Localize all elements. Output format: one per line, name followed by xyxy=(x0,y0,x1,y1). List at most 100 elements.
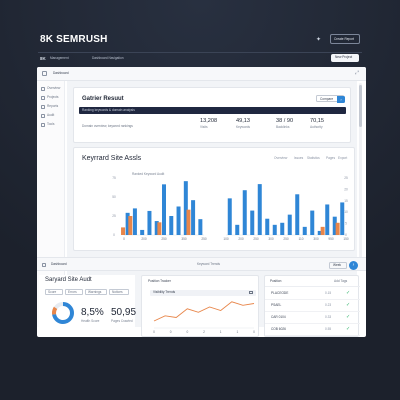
list-item-key: PSAEL xyxy=(271,303,282,307)
chip-warnings[interactable]: Warnings xyxy=(85,289,107,295)
chart-bar xyxy=(162,184,166,235)
y-tick-label: 0 xyxy=(345,233,347,237)
trend-x-tick: 1 xyxy=(236,330,238,334)
chart-bar xyxy=(317,230,322,235)
trend-title: Position Tracker xyxy=(148,279,171,283)
sidebar-item-label: Tools xyxy=(47,122,55,127)
trend-line-chart: 0 0 0 2 1 1 0 xyxy=(153,301,255,334)
tab-pages[interactable]: Pages xyxy=(326,156,336,160)
toolbar-label: Dashboard xyxy=(51,262,67,266)
arrow-right-icon[interactable]: › xyxy=(349,260,358,270)
sidebar-item-label: Projects xyxy=(47,95,59,100)
list-item-meta: 0.55 xyxy=(325,327,332,331)
chart-bar xyxy=(295,194,300,235)
list-item[interactable]: PSAEL 0.23 ✓ xyxy=(265,300,360,312)
expand-icon[interactable]: ⤢ xyxy=(355,70,360,76)
list-item[interactable]: CAR 0104 0.33 ✓ xyxy=(265,312,360,324)
y-tick-label: 5 xyxy=(345,222,347,226)
check-icon: ✓ xyxy=(346,290,351,296)
trend-selector[interactable]: Visibility Trends xyxy=(150,290,256,296)
new-project-button[interactable]: New Project xyxy=(331,54,359,62)
subnav-logo[interactable]: 8K xyxy=(40,56,46,61)
trend-x-tick: 0 xyxy=(253,330,255,334)
chart-bar xyxy=(242,190,247,235)
chart-bar xyxy=(132,208,137,235)
new-project-label: New Project xyxy=(335,55,353,60)
chart-bar xyxy=(280,222,285,235)
health-donut-chart xyxy=(52,302,74,324)
chart-bar-secondary xyxy=(121,227,126,235)
chip-label: Errors xyxy=(68,290,77,295)
chart-bar-secondary xyxy=(157,222,162,235)
tools-icon xyxy=(41,123,45,127)
tab-issues[interactable]: Issues xyxy=(294,156,304,160)
chart-bar-secondary xyxy=(128,216,133,235)
tab-overview[interactable]: Overview xyxy=(274,156,288,160)
compare-label: Compare xyxy=(320,96,334,101)
overview-icon xyxy=(41,87,45,91)
chart-bar-secondary xyxy=(335,222,340,235)
tool-icon[interactable]: ✦ xyxy=(316,37,322,43)
y-tick-label: 50 xyxy=(112,195,116,199)
scrollbar-track[interactable] xyxy=(359,83,362,263)
window-titlebar: Dashboard ⤢ xyxy=(37,67,366,81)
x-tick-label: 200 xyxy=(141,237,147,241)
chart-bar xyxy=(325,204,330,235)
chart-bar xyxy=(140,229,145,235)
x-tick-label: 250 xyxy=(253,237,259,241)
stat-keywords: 49,13 Keywords xyxy=(236,118,250,129)
y-tick-label: 20 xyxy=(344,187,348,191)
chart-bar xyxy=(332,216,337,235)
x-tick-label: 200 xyxy=(238,237,244,241)
x-tick-label: 950 xyxy=(328,237,334,241)
position-list-panel: Position Add Tags PLACEODE 0.15 ✓ PSAEL … xyxy=(264,275,360,337)
check-icon: ✓ xyxy=(346,326,351,332)
app-window: Dashboard ⤢ Overview Projects Reports Au… xyxy=(37,67,366,337)
trend-selector-label: Visibility Trends xyxy=(153,290,176,295)
dashboard-icon xyxy=(42,263,46,267)
search-placeholder: Ranking keywords & domain analysis xyxy=(82,107,135,112)
calendar-icon[interactable] xyxy=(249,290,253,295)
tab-export[interactable]: Export xyxy=(338,156,348,160)
chip-label: Score xyxy=(48,290,57,295)
check-icon: ✓ xyxy=(346,302,351,308)
subnav-link-management[interactable]: Management xyxy=(50,56,69,60)
compare-button[interactable]: Compare › xyxy=(316,95,345,103)
chip-score[interactable]: Score xyxy=(45,289,63,295)
list-item[interactable]: COB 6026 0.55 ✓ xyxy=(265,324,360,336)
chart-bar xyxy=(250,210,255,235)
y-tick-label: 10 xyxy=(344,210,348,214)
y-tick-label: 25 xyxy=(344,176,348,180)
window-title: Dashboard xyxy=(53,71,69,75)
chip-notices[interactable]: Notices xyxy=(109,289,129,295)
audit-title: Keyrrard Site Assls xyxy=(82,155,142,162)
tab-statistics[interactable]: Statistics xyxy=(307,156,320,160)
stat-value: 49,13 xyxy=(236,118,250,124)
chart-bar xyxy=(169,216,174,235)
add-tags-link[interactable]: Add Tags xyxy=(334,279,348,283)
projects-icon xyxy=(41,96,45,100)
scrollbar-thumb[interactable] xyxy=(359,85,362,127)
y-tick-label: 0 xyxy=(113,233,115,237)
trend-x-tick: 1 xyxy=(220,330,222,334)
subnav-link-dashboard[interactable]: Dashboard Navigation xyxy=(92,56,124,60)
trend-x-tick: 2 xyxy=(203,330,205,334)
chip-errors[interactable]: Errors xyxy=(65,289,83,295)
bottom-toolbar: Dashboard Keyword Trends Week › xyxy=(37,257,366,271)
chevron-right-icon[interactable]: › xyxy=(337,95,345,103)
chart-bar xyxy=(265,218,270,235)
stat-label: Authority xyxy=(310,125,323,130)
sidebar-item-label: Overview xyxy=(47,86,61,91)
stat-visits: 13,208 Visits xyxy=(200,118,217,129)
brand-logo[interactable]: 8K SEMRUSH xyxy=(40,34,108,45)
reports-icon xyxy=(41,105,45,109)
chart-bar xyxy=(235,224,240,235)
search-input[interactable]: Ranking keywords & domain analysis xyxy=(79,107,346,114)
period-select[interactable]: Week xyxy=(329,261,347,269)
create-report-button[interactable]: Create Report xyxy=(330,34,360,44)
list-item-key: COB 6026 xyxy=(271,327,286,331)
chart-bar xyxy=(154,221,159,235)
list-item-key: PLACEODE xyxy=(271,291,289,295)
list-item[interactable]: PLACEODE 0.15 ✓ xyxy=(265,288,360,300)
chart-bar xyxy=(340,202,345,235)
